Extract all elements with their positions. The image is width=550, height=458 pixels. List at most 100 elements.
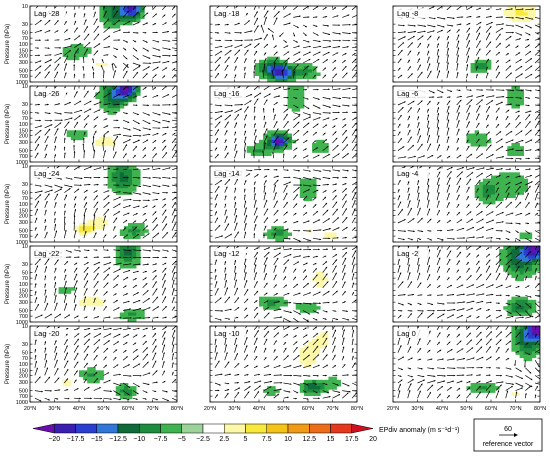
flux-vector-head (39, 60, 42, 62)
flux-vector-head (79, 100, 82, 103)
anomaly-cell (254, 66, 260, 70)
anomaly-cell (136, 252, 141, 256)
flux-vector (253, 86, 259, 91)
flux-vector-head (521, 89, 524, 92)
anomaly-cell (103, 293, 108, 298)
anomaly-cell (103, 89, 108, 93)
flux-vector-head (244, 180, 247, 182)
flux-vector-head (460, 95, 462, 98)
anomaly-cell (70, 287, 76, 291)
flux-vector-head (343, 301, 346, 303)
flux-vector-head (512, 25, 515, 27)
flux-vector-head (256, 281, 258, 283)
anomaly-cell (107, 15, 113, 20)
anomaly-cell (263, 143, 268, 147)
anomaly-cell (107, 149, 113, 153)
anomaly-cell (287, 75, 293, 80)
flux-vector-head (447, 36, 449, 38)
anomaly-cell (115, 92, 121, 96)
flux-vector-head (144, 154, 146, 157)
flux-vector-head (457, 47, 460, 49)
anomaly-cell (295, 69, 301, 73)
flux-vector-head (293, 71, 295, 73)
anomaly-cell (87, 216, 92, 221)
ep-flux-vectors (397, 6, 540, 79)
flux-vector-head (63, 137, 66, 140)
flux-vector-head (521, 8, 524, 10)
flux-vector-head (449, 220, 451, 222)
flux-vector-head (516, 231, 519, 233)
y-tick-label: 300 (19, 220, 28, 226)
anomaly-cell (275, 143, 280, 147)
flux-vector-head (404, 31, 406, 33)
flux-vector-head (55, 294, 57, 297)
flux-vector-head (318, 184, 321, 187)
flux-vector-head (255, 50, 257, 53)
flux-vector-head (136, 72, 138, 74)
anomaly-cell (132, 249, 137, 253)
flux-vector-head (159, 177, 161, 179)
flux-vector-head (83, 132, 86, 134)
anomaly-cell (136, 223, 141, 227)
flux-vector-head (36, 208, 38, 211)
flux-vector-head (491, 227, 494, 230)
flux-vector-head (231, 45, 233, 47)
anomaly-cell (454, 63, 459, 67)
flux-vector-head (428, 56, 430, 59)
anomaly-cell (482, 139, 488, 144)
anomaly-cell (299, 101, 305, 106)
anomaly-cell (140, 293, 145, 298)
flux-vector-head (470, 89, 472, 91)
flux-vector-head (228, 179, 230, 181)
anomaly-cell (303, 178, 309, 183)
anomaly-cell (119, 146, 125, 150)
flux-vector-head (471, 218, 473, 221)
anomaly-cell (308, 277, 313, 282)
anomaly-cell (515, 143, 520, 147)
lag-label: Lag -24 (34, 169, 59, 178)
anomaly-cell (503, 9, 508, 13)
anomaly-cell (263, 315, 268, 320)
flux-vector-head (158, 113, 161, 116)
flux-vector-head (427, 178, 430, 181)
anomaly-cell (507, 149, 512, 153)
flux-vector-head (96, 208, 98, 210)
anomaly-cell (136, 309, 141, 313)
flux-vector-head (307, 65, 309, 68)
flux-vector-head (314, 197, 316, 199)
anomaly-cell (123, 235, 129, 240)
anomaly-cell (308, 178, 313, 183)
flux-vector-head (329, 40, 332, 42)
flux-vector-head (432, 96, 435, 98)
flux-vector-head (87, 249, 90, 252)
flux-vector-head (324, 255, 327, 258)
flux-vector-head (65, 280, 67, 283)
flux-vector-head (482, 236, 484, 238)
anomaly-cell (263, 9, 268, 13)
anomaly-cell (123, 169, 129, 173)
flux-vector-head (338, 169, 341, 172)
y-tick-label: 30 (22, 22, 28, 28)
flux-vector-head (234, 272, 237, 275)
flux-vector-head (510, 201, 512, 204)
anomaly-cell (312, 72, 317, 77)
flux-vector-head (338, 105, 341, 108)
flux-vector-head (511, 212, 514, 215)
flux-vector-head (220, 51, 222, 53)
anomaly-cell (519, 92, 525, 96)
flux-vector-head (47, 103, 49, 106)
anomaly-cell (259, 72, 264, 77)
anomaly-cell (287, 146, 293, 150)
anomaly-cell (140, 9, 145, 13)
anomaly-cell (74, 306, 80, 310)
flux-vector-head (80, 109, 83, 112)
anomaly-cell (515, 172, 520, 176)
flux-vector-head (324, 74, 326, 77)
flux-vector-head (437, 55, 440, 58)
anomaly-cell (115, 95, 121, 100)
flux-vector-head (328, 218, 330, 220)
flux-vector-head (256, 98, 259, 101)
flux-vector-head (345, 193, 347, 196)
anomaly-cell (336, 66, 342, 70)
flux-vector-head (346, 153, 349, 155)
